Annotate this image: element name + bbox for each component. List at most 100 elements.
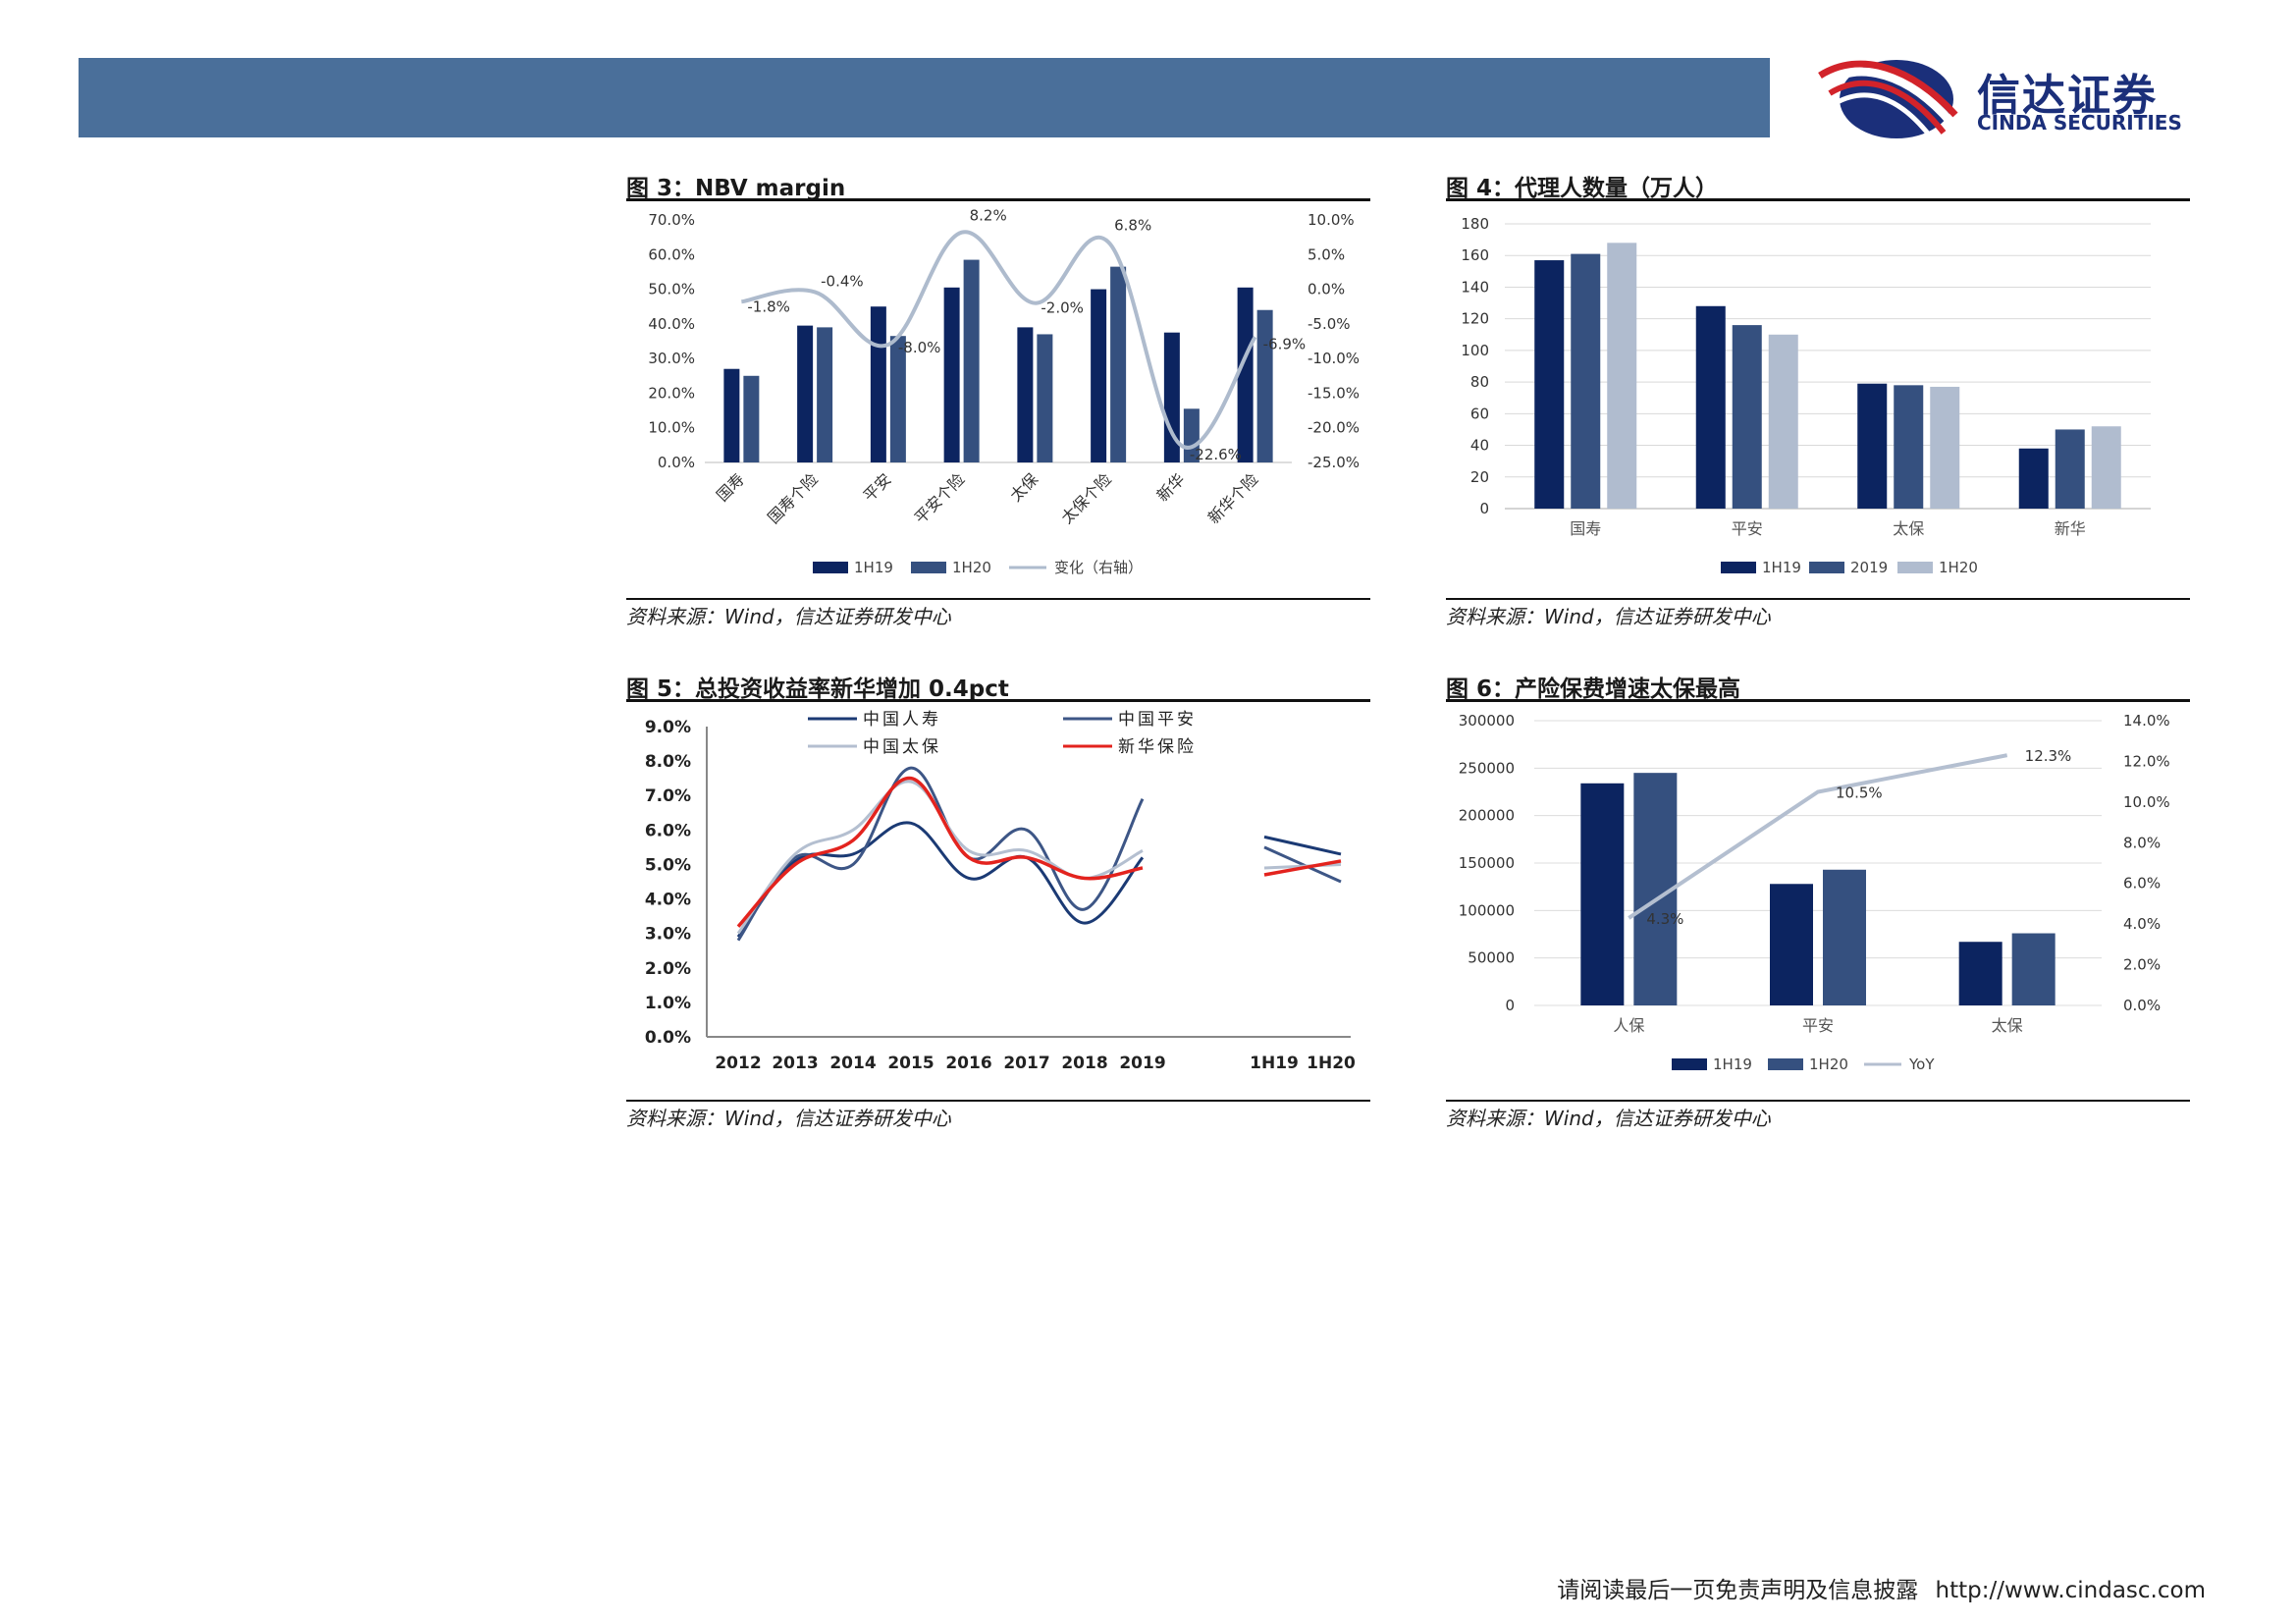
investment-yield-chart: 0.0% 1.0% 2.0% 3.0% 4.0% 5.0% 6.0% 7.0% 8.0% 9.0%…	[645, 710, 1356, 1073]
legend-label: 1H19	[1713, 1056, 1752, 1073]
bar-1h19	[2018, 448, 2049, 509]
figure-top-rule	[1446, 699, 2190, 702]
y-left-tick-label: 100000	[1459, 901, 1515, 919]
bar-1h20	[1823, 869, 1866, 1005]
x-tick-label: 2018	[1061, 1054, 1107, 1073]
x-tick-label: 2016	[945, 1054, 991, 1073]
bar-1h20	[743, 375, 760, 462]
y-tick-label: 2.0%	[645, 959, 691, 979]
y-tick-label: 20	[1470, 468, 1489, 486]
x-tick-label: 2015	[887, 1054, 934, 1073]
y-left-tick-label: 0	[1505, 997, 1515, 1014]
legend-swatch	[1897, 562, 1933, 573]
bar-1h20	[2011, 933, 2056, 1005]
logo-globe-icon	[1818, 60, 1958, 140]
data-label: -6.9%	[1263, 335, 1307, 352]
y-right-tick-label: 4.0%	[2123, 915, 2161, 933]
y-right-tick-label: -20.0%	[1308, 419, 1360, 437]
x-tick-label: 新华	[1153, 469, 1189, 505]
data-label: -1.8%	[747, 298, 790, 315]
legend-swatch	[1721, 562, 1756, 573]
pc-premium-growth-chart: 0 50000 100000 150000 200000 250000 300000 0.0%…	[1459, 712, 2170, 1073]
bar-2019	[1894, 385, 1924, 509]
data-label: 4.3%	[1646, 910, 1683, 928]
x-tick-label: 新华	[2055, 519, 2086, 538]
y-right-tick-label: 5.0%	[1308, 245, 1345, 263]
legend-label: 1H20	[1809, 1056, 1848, 1073]
x-tick-label: 国寿	[713, 469, 748, 505]
figure-top-rule	[626, 699, 1370, 702]
y-right-tick-label: -25.0%	[1308, 454, 1360, 471]
bar-1h20	[889, 336, 906, 462]
legend-label: 中国太保	[863, 737, 941, 757]
bar-2019	[2055, 429, 2085, 509]
x-tick-label: 太保	[1992, 1016, 2023, 1035]
y-tick-label: 40	[1470, 437, 1489, 455]
footer: 请阅读最后一页免责声明及信息披露 http://www.cindasc.com	[1547, 1571, 2206, 1604]
x-tick-label: 新华个险	[1204, 469, 1262, 527]
bar-1h19	[1958, 942, 2002, 1005]
legend-label: 中国平安	[1118, 710, 1197, 730]
bar-1h19	[1017, 327, 1034, 462]
series-line	[736, 821, 1145, 939]
y-tick-label: 80	[1470, 373, 1489, 391]
x-tick-label: 平安	[1802, 1016, 1834, 1035]
y-left-tick-label: 150000	[1459, 854, 1515, 872]
bar-1h20	[1930, 386, 1960, 509]
bar-2019	[1732, 325, 1762, 509]
bar-1h19	[1770, 884, 1813, 1005]
legend-label: 中国人寿	[863, 710, 941, 730]
figure-title: 图 5：总投资收益率新华增加 0.4pct	[626, 677, 1009, 702]
figure-bottom-rule	[1446, 598, 2190, 600]
y-left-tick-label: 60.0%	[648, 245, 695, 263]
y-tick-label: 160	[1461, 246, 1489, 264]
bar-1h19	[1091, 289, 1107, 462]
bar-1h20	[817, 327, 833, 462]
x-tick-label: 太保	[1006, 469, 1041, 505]
bar-1h20	[1256, 309, 1273, 462]
x-tick-label: 2019	[1119, 1054, 1165, 1073]
series-line	[736, 776, 1144, 928]
legend-swatch	[1768, 1058, 1803, 1070]
bar-1h19	[1534, 260, 1565, 509]
legend-label: 1H20	[1939, 559, 1978, 576]
data-label: 8.2%	[970, 207, 1007, 225]
legend-swatch	[1672, 1058, 1707, 1070]
series-line	[1263, 845, 1342, 884]
y-right-tick-label: -10.0%	[1308, 350, 1360, 367]
y-left-tick-label: 30.0%	[648, 350, 695, 367]
bar-2019	[1571, 253, 1601, 509]
data-label: -0.4%	[821, 272, 864, 290]
bar-1h20	[1110, 266, 1127, 462]
figure-top-rule	[1446, 198, 2190, 201]
y-right-tick-label: 10.0%	[1308, 211, 1355, 229]
x-tick-label: 1H20	[1307, 1054, 1356, 1073]
legend-label: 1H20	[952, 559, 991, 576]
y-tick-label: 180	[1461, 215, 1489, 233]
series-line	[1263, 835, 1342, 856]
x-tick-label: 2012	[715, 1054, 761, 1073]
y-right-tick-label: -5.0%	[1308, 315, 1351, 333]
y-right-tick-label: 10.0%	[2123, 793, 2170, 811]
y-left-tick-label: 10.0%	[648, 419, 695, 437]
y-left-tick-label: 50.0%	[648, 281, 695, 298]
x-tick-label: 太保	[1893, 519, 1924, 538]
y-right-tick-label: 0.0%	[2123, 997, 2161, 1014]
legend-label: 变化（右轴）	[1054, 559, 1143, 576]
logo-name: 信达证券	[1977, 71, 2158, 121]
bar-1h20	[1037, 334, 1053, 462]
header-bar	[79, 58, 1770, 137]
figure-source: 资料来源：Wind，信达证券研发中心	[626, 1107, 951, 1130]
bar-1h19	[943, 287, 960, 462]
y-right-tick-label: 0.0%	[1308, 281, 1345, 298]
x-tick-label: 1H19	[1250, 1054, 1299, 1073]
y-tick-label: 120	[1461, 310, 1489, 328]
y-left-tick-label: 70.0%	[648, 211, 695, 229]
footer-url-link[interactable]: http://www.cindasc.com	[1935, 1578, 2206, 1603]
y-left-tick-label: 20.0%	[648, 384, 695, 402]
y-left-tick-label: 300000	[1459, 712, 1515, 730]
legend-label: 新华保险	[1118, 737, 1197, 757]
y-right-tick-label: 6.0%	[2123, 875, 2161, 893]
x-tick-label: 人保	[1613, 1016, 1644, 1035]
bar-1h19	[1695, 305, 1726, 509]
